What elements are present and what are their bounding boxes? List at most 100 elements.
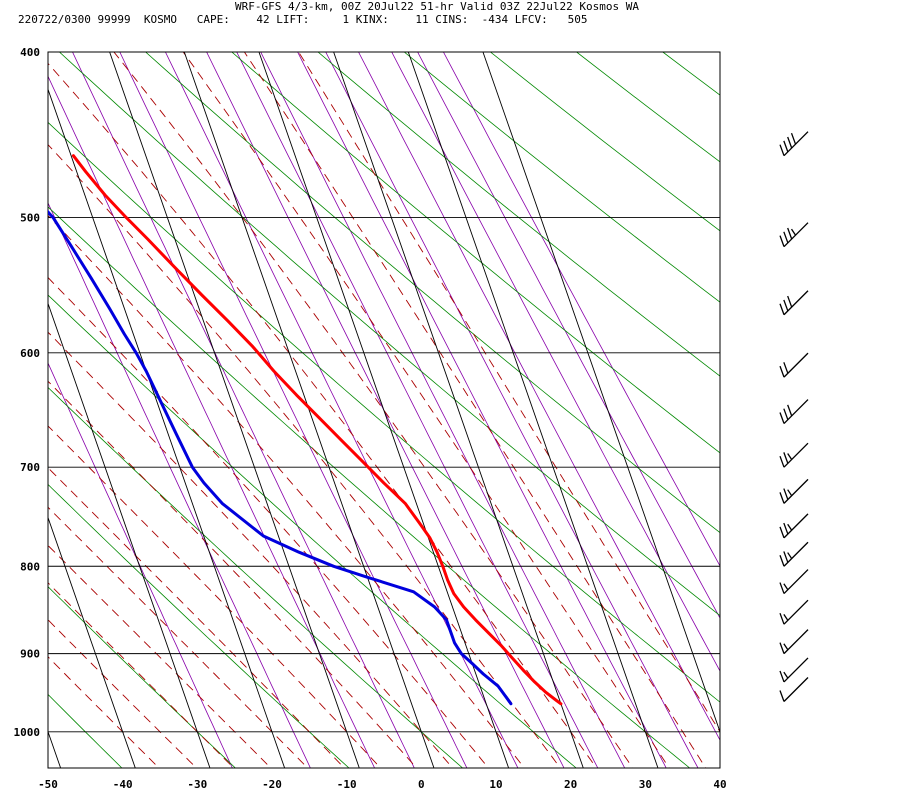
pressure-tick-label: 400: [20, 46, 40, 59]
temperature-tick-label: 20: [564, 778, 577, 791]
moist-adiabat-line: [48, 380, 418, 768]
temperature-point: [72, 154, 75, 157]
dewpoint-point: [505, 696, 508, 699]
dewpoint-point: [433, 605, 436, 609]
temperature-tick-label: 10: [489, 778, 502, 791]
temperature-point: [487, 631, 490, 634]
wind-barb-staff: [783, 677, 809, 702]
moist-adiabat-line: [48, 144, 561, 768]
temperature-point: [435, 551, 439, 554]
moist-adiabat-line: [48, 656, 160, 768]
temperature-point: [499, 644, 503, 647]
dewpoint-point: [123, 332, 126, 336]
temperature-profile-line: [71, 154, 563, 706]
pressure-tick-label: 500: [20, 212, 40, 225]
wind-barb-feather: [779, 526, 785, 539]
temperature-point: [544, 690, 547, 694]
temperature-point: [441, 565, 444, 568]
wind-barb-staff: [783, 599, 809, 625]
dry-adiabat-line: [698, 14, 900, 775]
wind-barb-staff: [783, 629, 809, 655]
wind-barb: [779, 541, 809, 567]
wind-barb-feather: [787, 453, 793, 460]
moist-adiabat-line: [48, 506, 309, 768]
wind-barb: [779, 513, 809, 539]
wind-barb: [779, 657, 809, 683]
dewpoint-point: [134, 351, 138, 355]
temperature-point: [272, 369, 276, 373]
dry-adiabat-line: [783, 14, 900, 775]
temperature-point: [521, 668, 525, 672]
isotherm-line: [183, 52, 435, 768]
wind-barb-feather: [783, 551, 789, 563]
dry-adiabat-line: [48, 693, 123, 768]
temperature-tick-label: -20: [262, 778, 282, 791]
temperature-point: [418, 522, 421, 525]
wind-barb-feather: [783, 452, 789, 464]
wind-barb: [779, 352, 809, 378]
mixing-ratio-line: [297, 52, 667, 768]
wind-barb-column: [779, 131, 809, 702]
wind-barb-staff: [783, 541, 809, 567]
mixing-ratio-line: [119, 52, 468, 768]
wind-barb-staff: [783, 290, 809, 316]
dry-adiabat-line: [0, 14, 15, 775]
wind-barb-feather: [779, 144, 785, 156]
dewpoint-point: [191, 465, 194, 469]
dewpoint-point: [175, 433, 178, 436]
dry-adiabat-line: [48, 586, 236, 768]
dewpoint-point: [460, 652, 463, 655]
wind-barb-feather: [787, 489, 793, 497]
wind-barb-feather: [779, 303, 785, 315]
isotherm-line: [482, 52, 720, 734]
wind-barb-feather: [783, 140, 789, 153]
moist-adiabat-line: [48, 425, 382, 768]
dry-adiabat-line: [145, 52, 720, 534]
mixing-ratio-line: [417, 52, 720, 619]
wind-barb-feather: [779, 670, 785, 683]
dewpoint-point: [108, 307, 111, 310]
wind-barb-feather: [787, 552, 793, 559]
wind-barb-feather: [783, 583, 789, 591]
mixing-ratio-line: [391, 52, 720, 672]
isotherm-line: [109, 52, 360, 768]
wind-barb-feather: [779, 365, 785, 378]
dry-adiabat-line: [662, 52, 720, 96]
wind-barb-feather: [779, 690, 785, 702]
temperature-point: [474, 618, 477, 622]
dry-adiabat-line: [403, 52, 720, 303]
temperature-point: [340, 439, 343, 442]
temperature-point: [318, 416, 321, 420]
wind-barb-feather: [783, 299, 789, 312]
wind-barb: [779, 442, 809, 468]
wind-barb-staff: [783, 657, 809, 683]
chart-title: WRF-GFS 4/3-km, 00Z 20Jul22 51-hr Valid …: [235, 0, 639, 13]
dry-adiabat-line: [575, 52, 720, 163]
isotherm-group: [48, 52, 720, 768]
wind-barb-feather: [779, 235, 785, 247]
dewpoint-point: [90, 277, 93, 280]
wind-barb-feather: [783, 522, 789, 535]
moist-adiabat-line: [48, 62, 597, 768]
temperature-point: [125, 216, 128, 219]
dewpoint-point: [145, 369, 148, 373]
dewpoint-point: [159, 399, 162, 402]
dry-adiabat-line: [868, 14, 900, 775]
wind-barb-staff: [783, 352, 809, 378]
temperature-point: [382, 481, 386, 485]
wind-barb-feather: [783, 488, 789, 500]
moist-adiabat-line: [48, 582, 235, 768]
wind-barb-staff: [783, 442, 809, 468]
wind-barb-feather: [779, 555, 785, 567]
wind-barb-feather: [790, 228, 797, 236]
dry-adiabat-line: [231, 52, 720, 454]
temperature-point: [146, 238, 150, 241]
moist-adiabat-line: [48, 214, 525, 768]
dry-adiabat-line: [317, 52, 720, 377]
wind-barb-feather: [790, 132, 797, 145]
wind-barb-feather: [783, 643, 789, 651]
dry-adiabat-line: [48, 483, 350, 768]
mixing-ratio-line: [164, 52, 519, 768]
wind-barb: [779, 629, 809, 655]
